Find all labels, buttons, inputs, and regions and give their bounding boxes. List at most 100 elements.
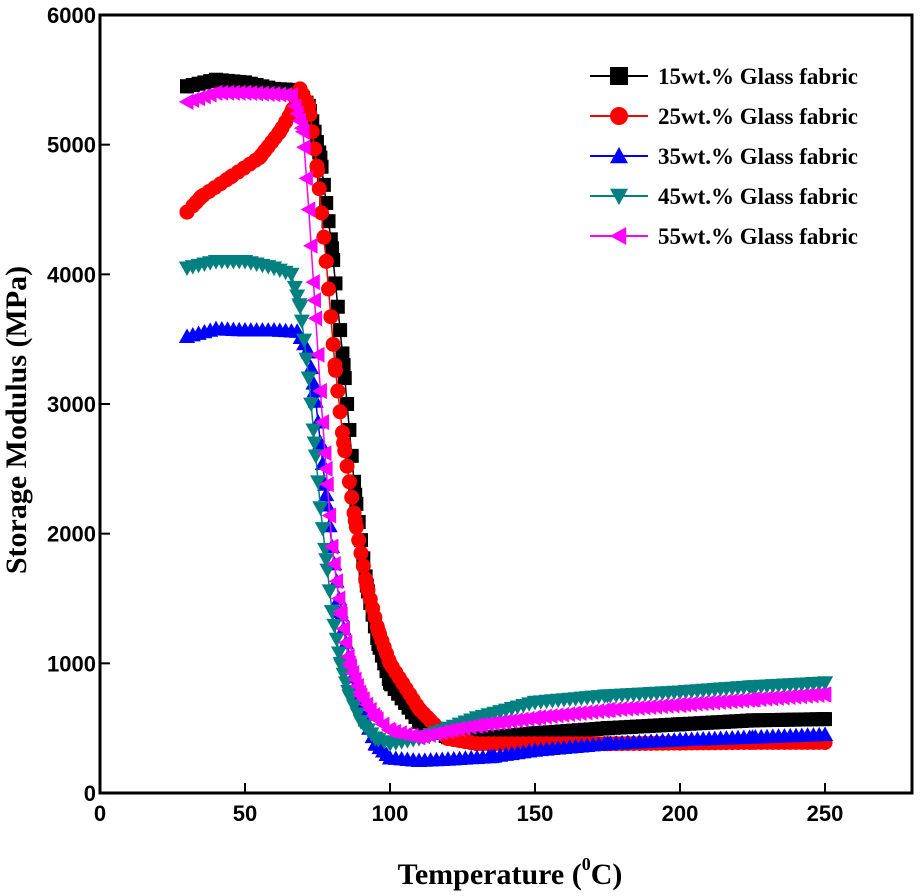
data-point <box>303 237 318 254</box>
data-point <box>311 181 327 197</box>
data-point <box>237 84 252 101</box>
data-point <box>328 573 344 590</box>
data-point <box>520 710 535 727</box>
data-point <box>208 254 224 270</box>
data-point <box>307 310 323 327</box>
data-point <box>326 618 343 634</box>
y-tick-label: 4000 <box>47 262 96 287</box>
data-point <box>321 507 337 524</box>
y-tick-label: 0 <box>84 781 96 806</box>
data-point <box>335 667 352 683</box>
data-point <box>527 709 542 726</box>
x-tick-label: 0 <box>94 801 106 826</box>
data-point <box>318 553 335 568</box>
data-point <box>317 445 332 462</box>
legend-item: 55wt.% Glass fabric <box>590 224 858 249</box>
legend-label: 45wt.% Glass fabric <box>658 184 858 209</box>
data-point <box>179 204 195 220</box>
data-point <box>310 163 325 179</box>
data-point <box>817 676 833 691</box>
legend: 15wt.% Glass fabric 25wt.% Glass fabric 35… <box>590 64 858 249</box>
data-point <box>745 713 760 728</box>
data-point <box>319 563 336 578</box>
data-point <box>462 718 477 735</box>
data-point <box>306 436 323 451</box>
data-point <box>333 323 348 338</box>
data-point <box>321 584 338 599</box>
data-point <box>298 170 313 187</box>
data-point <box>305 274 320 291</box>
legend-label: 55wt.% Glass fabric <box>658 224 858 249</box>
legend-label: 15wt.% Glass fabric <box>658 64 858 89</box>
data-point <box>382 655 398 671</box>
data-point <box>599 689 616 704</box>
data-point <box>411 701 427 717</box>
data-point <box>359 578 375 594</box>
data-point <box>330 383 346 399</box>
data-point <box>283 267 300 283</box>
data-point <box>332 404 348 420</box>
data-point <box>673 717 687 732</box>
data-point <box>355 558 371 574</box>
data-point <box>744 729 761 744</box>
data-point <box>335 346 350 361</box>
data-point <box>325 241 339 256</box>
data-point <box>599 735 616 751</box>
data-point <box>305 423 322 438</box>
data-point <box>469 736 485 752</box>
data-point <box>817 726 833 742</box>
data-point <box>314 414 330 431</box>
data-point <box>324 605 340 620</box>
data-point <box>300 201 316 218</box>
legend-marker <box>610 147 628 164</box>
data-point <box>330 590 346 607</box>
data-point <box>456 719 471 736</box>
series-5 <box>179 84 832 746</box>
data-point <box>300 371 317 387</box>
data-point <box>319 476 334 493</box>
x-axis-title: Temperature (0C) <box>398 854 623 891</box>
data-point <box>238 75 252 90</box>
data-point <box>514 711 529 728</box>
data-point <box>411 752 427 767</box>
y-axis-title: Storage Modulus (MPa) <box>0 266 33 574</box>
x-axis-title-main: Temperature ( <box>398 858 582 891</box>
legend-label: 25wt.% Glass fabric <box>658 104 858 129</box>
legend-marker <box>610 227 627 245</box>
data-point <box>312 383 327 400</box>
legend-item: 35wt.% Glass fabric <box>590 144 858 169</box>
data-point <box>208 84 223 101</box>
data-point <box>209 72 223 87</box>
data-point <box>332 603 348 620</box>
data-point <box>266 322 282 337</box>
data-point <box>344 489 360 505</box>
data-point <box>179 328 195 343</box>
data-point <box>527 742 543 757</box>
data-point <box>744 680 761 695</box>
data-point <box>440 722 455 739</box>
data-point <box>347 513 363 529</box>
data-point <box>353 545 369 561</box>
data-point <box>450 720 465 737</box>
data-point <box>303 359 320 375</box>
data-point <box>312 501 329 516</box>
series-1 <box>180 72 832 746</box>
data-point <box>672 731 688 747</box>
data-point <box>527 695 543 711</box>
x-tick-label: 100 <box>372 801 409 826</box>
data-point <box>323 309 339 325</box>
data-point <box>440 751 456 766</box>
data-point <box>332 656 349 672</box>
data-point <box>295 123 310 140</box>
data-point <box>367 709 382 726</box>
data-point <box>744 691 759 708</box>
data-point <box>296 139 311 156</box>
data-point <box>310 475 327 490</box>
data-point <box>293 314 310 330</box>
data-point <box>314 522 331 537</box>
x-tick-label: 200 <box>662 801 699 826</box>
data-point <box>194 189 209 205</box>
data-point <box>303 397 320 412</box>
legend-item: 25wt.% Glass fabric <box>590 104 858 129</box>
